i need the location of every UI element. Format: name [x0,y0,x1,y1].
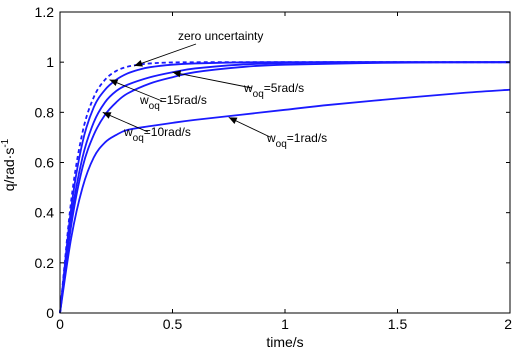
annotation-subscript: oq [276,139,287,150]
annotation-arrowhead [134,59,143,67]
series-line-5 [59,88,511,314]
y-axis-label-text: q/rad·s [1,148,17,192]
x-tick-label: 1 [281,316,289,332]
annotation-main: w [266,131,276,145]
y-axis-label: q/rad·s-1 [0,138,17,191]
annotation-rest: =15rad/s [160,93,207,107]
annotation-arrow-line [134,43,197,67]
annotation-layer: zero uncertaintywoq=15rad/swoq=5rad/swoq… [102,29,327,150]
annotation-rest: =10rad/s [144,125,191,139]
y-axis-label-sup: -1 [0,138,11,147]
annotation-arrow-line [109,79,163,102]
annotation-label-w15: woq=15rad/s [139,93,207,112]
annotation-label-w5: woq=5rad/s [243,81,304,100]
y-tick-label: 0.8 [35,104,55,120]
annotation-arrow-line [102,111,149,133]
series-line-4 [59,61,511,314]
annotation-main: w [123,125,133,139]
x-tick-label: 1.5 [388,316,408,332]
annotation-main: w [139,93,149,107]
x-tick-label: 0.5 [163,316,183,332]
x-axis-label: time/s [266,334,303,350]
annotation-subscript: oq [253,89,264,100]
x-tick-label: 2 [504,316,512,332]
plot-frame [59,11,511,314]
annotation-label-w1: woq=1rad/s [266,131,327,150]
annotation-main: w [243,81,253,95]
y-tick-label: 0 [46,305,54,321]
annotation-rest: =5rad/s [264,81,304,95]
y-tick-label: 0.2 [35,255,55,271]
annotation-arrowhead [172,70,182,78]
series-layer [59,61,511,314]
annotation-label-w10: woq=10rad/s [123,125,191,144]
y-tick-label: 1 [46,54,54,70]
annotation-arrow-line [172,71,253,89]
annotation-rest: =1rad/s [287,131,327,145]
annotation-arrowhead [228,117,238,124]
y-tick-label: 0.6 [35,155,55,171]
series-line-1 [59,61,510,314]
annotation-subscript: oq [149,101,160,112]
y-tick-label: 0.4 [35,205,55,221]
series-line-3 [59,61,510,314]
annotation-arrowhead [109,79,119,86]
x-tick-label: 0 [56,316,64,332]
annotation-label-zero: zero uncertainty [178,29,263,43]
y-tick-label: 1.2 [35,4,55,20]
series-line-2 [59,61,510,314]
annotation-arrowhead [102,112,112,119]
annotation-subscript: oq [133,133,144,144]
ticks-layer: 0 0.5 1 1.5 2 0 0.2 0.4 0.6 0.8 1 1.2 [35,4,512,332]
